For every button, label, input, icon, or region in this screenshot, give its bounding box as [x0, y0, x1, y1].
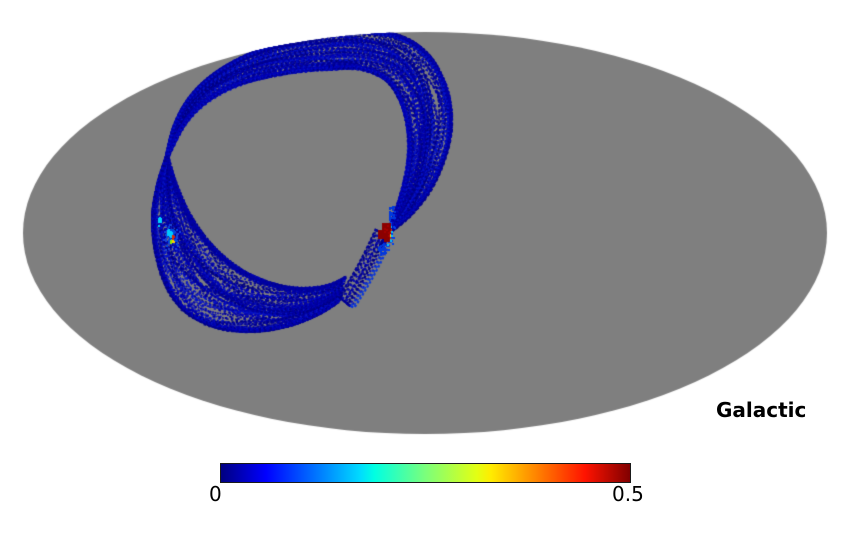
- colorbar-min-label: 0: [209, 482, 222, 506]
- colorbar-gradient: [220, 463, 631, 483]
- colorbar-max-label: 0.5: [612, 482, 644, 506]
- coordinate-system-label: Galactic: [716, 398, 807, 422]
